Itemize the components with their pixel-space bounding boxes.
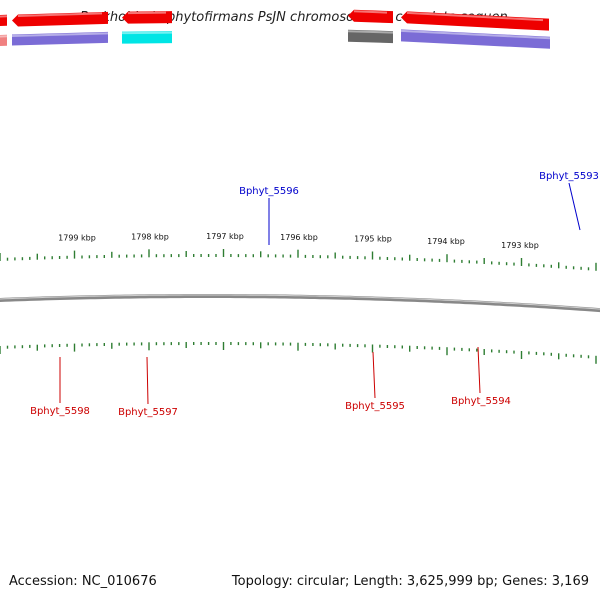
scale-label: 1799 kbp bbox=[58, 234, 96, 243]
tick-marks bbox=[0, 249, 597, 364]
gene-label-bphyt-5596[interactable]: Bphyt_5596 bbox=[239, 186, 299, 197]
cds-arrow-bphyt-5598 bbox=[12, 11, 108, 27]
gene-label-bphyt-5598[interactable]: Bphyt_5598 bbox=[30, 406, 90, 417]
gene-label-bphyt-5594[interactable]: Bphyt_5594 bbox=[451, 396, 511, 407]
rna-block-bphyt-5597 bbox=[122, 31, 172, 44]
topology-label: Topology: circular; Length: 3,625,999 bp… bbox=[231, 574, 589, 589]
cds-arrow-bphyt-5594-shine bbox=[406, 11, 544, 22]
accession-label: Accession: NC_010676 bbox=[9, 574, 157, 589]
scale-label: 1798 kbp bbox=[131, 232, 169, 241]
cds-arrow-bphyt-5595-shine bbox=[353, 10, 388, 14]
gene-label-bphyt-5593[interactable]: Bphyt_5593 bbox=[539, 171, 599, 182]
backbone-highlight bbox=[0, 294, 600, 310]
scale-label: 1794 kbp bbox=[427, 237, 465, 246]
leader-line-bphyt-5597 bbox=[146, 356, 149, 405]
cds-block-left-edge bbox=[0, 14, 7, 26]
gene-block-bphyt-5598 bbox=[12, 31, 108, 46]
gene-label-bphyt-5597[interactable]: Bphyt_5597 bbox=[118, 407, 178, 418]
gene-block-bphyt-5594-shine bbox=[400, 29, 551, 40]
cds-arrow-bphyt-5594 bbox=[401, 11, 549, 31]
backbone-line bbox=[0, 294, 600, 313]
leader-line-bphyt-5593 bbox=[568, 182, 581, 231]
scale-label: 1795 kbp bbox=[354, 234, 392, 243]
rna-block-bphyt-5597-shine bbox=[121, 31, 173, 35]
scale-label: 1796 kbp bbox=[280, 233, 318, 242]
cds-arrow-bphyt-5598-shine bbox=[17, 12, 103, 18]
cds-arrow-bphyt-5597-shine bbox=[127, 11, 167, 15]
cds-arrow-bphyt-5597 bbox=[122, 11, 172, 24]
pseudo-block-bphyt-5595 bbox=[348, 29, 393, 44]
gene-block-bphyt-5594 bbox=[401, 29, 550, 49]
pseudo-block-bphyt-5595-shine bbox=[347, 30, 394, 34]
leader-line-bphyt-5594 bbox=[477, 346, 481, 394]
gene-block-bphyt-5598-shine bbox=[11, 32, 109, 38]
gene-label-bphyt-5595[interactable]: Bphyt_5595 bbox=[345, 401, 405, 412]
scale-label: 1797 kbp bbox=[206, 232, 244, 241]
scale-label: 1793 kbp bbox=[501, 241, 539, 250]
cds-arrow-bphyt-5595 bbox=[348, 9, 393, 24]
gene-block-left-edge bbox=[0, 34, 7, 46]
leader-line-bphyt-5595 bbox=[372, 351, 376, 399]
